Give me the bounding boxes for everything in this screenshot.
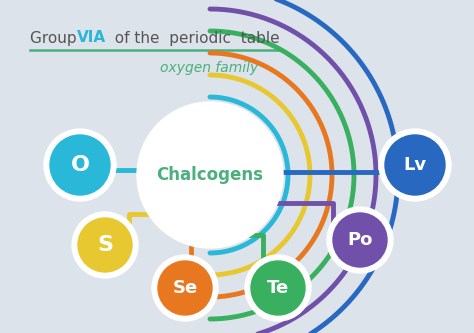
Circle shape	[72, 212, 138, 278]
Circle shape	[50, 135, 110, 195]
Text: Lv: Lv	[403, 156, 427, 174]
Circle shape	[152, 255, 218, 321]
Circle shape	[379, 129, 451, 201]
Circle shape	[333, 213, 387, 267]
Circle shape	[327, 207, 393, 273]
Text: of the  periodic  table: of the periodic table	[105, 31, 280, 46]
Text: Group: Group	[30, 31, 82, 46]
Text: Te: Te	[267, 279, 289, 297]
Circle shape	[251, 261, 305, 315]
Text: S: S	[97, 235, 113, 255]
Circle shape	[385, 135, 445, 195]
Text: VIA: VIA	[77, 31, 106, 46]
Text: Se: Se	[173, 279, 198, 297]
Circle shape	[44, 129, 116, 201]
Circle shape	[158, 261, 212, 315]
Circle shape	[137, 102, 283, 248]
Text: Chalcogens: Chalcogens	[156, 166, 264, 184]
Circle shape	[245, 255, 311, 321]
Text: O: O	[71, 155, 90, 175]
Text: Po: Po	[347, 231, 373, 249]
Circle shape	[78, 218, 132, 272]
Text: oxygen family: oxygen family	[160, 61, 258, 75]
